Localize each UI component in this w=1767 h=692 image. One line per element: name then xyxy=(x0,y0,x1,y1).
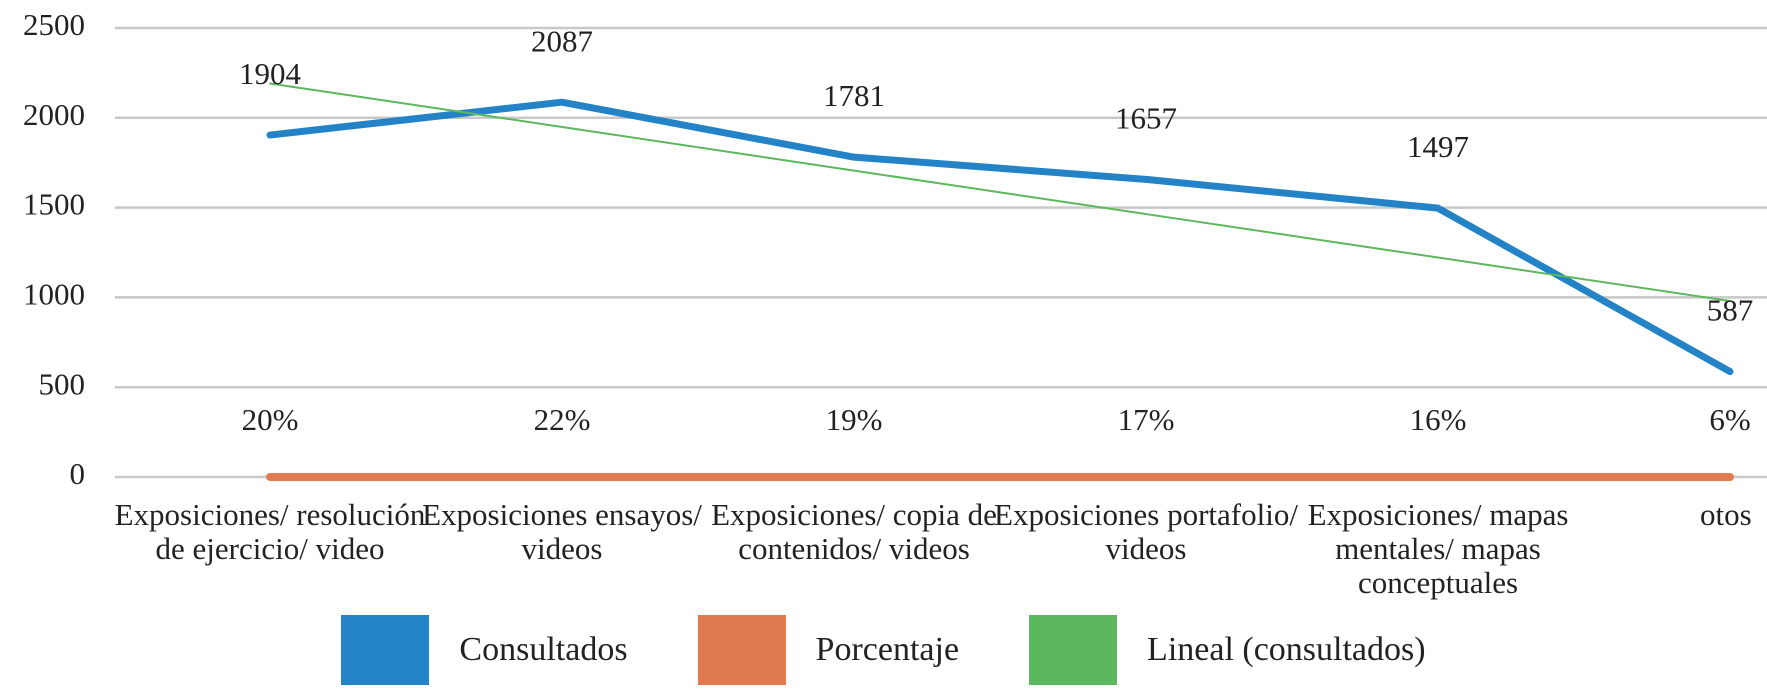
y-tick-label: 1500 xyxy=(23,187,85,222)
x-tick-label: Exposiciones portafolio/ videos xyxy=(994,497,1298,566)
data-label: 587 xyxy=(1707,293,1754,328)
x-tick-label: Exposiciones ensayos/ videos xyxy=(422,497,702,566)
legend: Consultados Porcentaje Lineal (consultados… xyxy=(0,612,1767,688)
legend-label: Lineal (consultados) xyxy=(1147,631,1426,668)
data-label: 16% xyxy=(1410,402,1467,437)
x-tick-label: Exposiciones/ resolución de ejercicio/ v… xyxy=(114,497,426,566)
legend-swatch xyxy=(341,615,430,685)
data-label: 6% xyxy=(1709,402,1750,437)
legend-label: Porcentaje xyxy=(815,631,960,668)
data-label: 1657 xyxy=(1115,101,1177,136)
y-tick-label: 2500 xyxy=(23,7,85,42)
legend-item: Porcentaje xyxy=(697,615,960,685)
y-tick-label: 0 xyxy=(70,456,86,491)
x-tick-label: otos xyxy=(1700,497,1752,532)
y-tick-label: 500 xyxy=(39,366,86,401)
x-tick-label: Exposiciones/ copia de contenidos/ video… xyxy=(711,497,997,566)
data-label: 20% xyxy=(242,402,299,437)
x-tick-label: Exposiciones/ mapas mentales/ mapas conc… xyxy=(1307,497,1569,600)
data-label: 22% xyxy=(534,402,591,437)
legend-item: Lineal (consultados) xyxy=(1029,615,1426,685)
y-tick-label: 2000 xyxy=(23,97,85,132)
data-label: 19% xyxy=(826,402,883,437)
plot-area: 0 500 1000 1500 2000 2500 1904 2087 1781 1657 1497… xyxy=(23,7,1767,491)
series-line xyxy=(266,98,1734,376)
legend-swatch xyxy=(697,615,786,685)
data-label: 17% xyxy=(1118,402,1175,437)
data-label: 1904 xyxy=(239,56,302,91)
legend-label: Consultados xyxy=(459,631,628,668)
data-label: 1781 xyxy=(823,78,885,113)
data-label: 1497 xyxy=(1407,129,1469,164)
legend-item: Consultados xyxy=(341,615,628,685)
y-tick-label: 1000 xyxy=(23,277,85,312)
series-line xyxy=(269,82,1731,302)
legend-swatch xyxy=(1029,615,1118,685)
data-label: 2087 xyxy=(531,23,593,58)
